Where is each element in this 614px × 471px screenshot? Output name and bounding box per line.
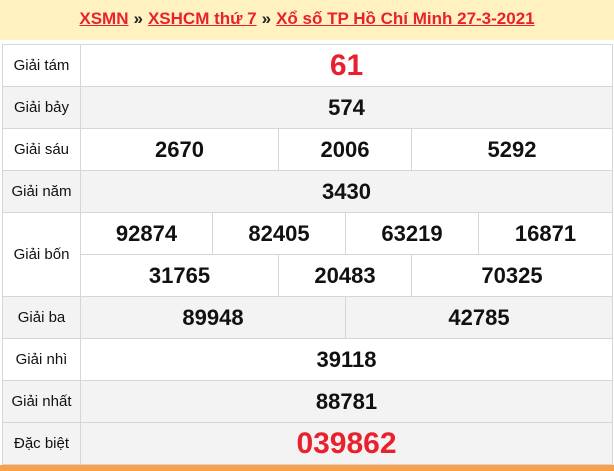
prize-label: Giải ba <box>2 296 81 339</box>
prize-value: 63219 <box>345 212 479 255</box>
prize-value: 88781 <box>80 380 613 423</box>
prize-value: 61 <box>80 44 613 87</box>
row-giai-nhat: Giải nhất 88781 <box>2 380 613 423</box>
prize-value: 92874 <box>80 212 213 255</box>
prize-value: 5292 <box>411 128 613 171</box>
prize-label: Giải nhì <box>2 338 81 381</box>
breadcrumb-separator: » <box>261 9 272 28</box>
prize-value: 2006 <box>278 128 412 171</box>
prize-value: 42785 <box>345 296 613 339</box>
prize-value: 70325 <box>411 254 613 297</box>
prize-value: 574 <box>80 86 613 129</box>
results-table: Giải tám 61 Giải bảy 574 Giải sáu 2670 2006 5… <box>2 44 613 465</box>
row-giai-bon: Giải bốn 92874 82405 63219 16871 <box>2 212 613 297</box>
row-giai-tam: Giải tám 61 <box>2 44 613 87</box>
prize-label: Giải sáu <box>2 128 81 171</box>
row-giai-sau: Giải sáu 2670 2006 5292 <box>2 128 613 171</box>
prize-label: Giải năm <box>2 170 81 213</box>
prize-value: 39118 <box>80 338 613 381</box>
prize-value: 82405 <box>212 212 346 255</box>
prize-value: 3430 <box>80 170 613 213</box>
prize-label: Giải tám <box>2 44 81 87</box>
prize-value: 31765 <box>80 254 279 297</box>
prize-value: 16871 <box>478 212 613 255</box>
row-giai-nhi: Giải nhì 39118 <box>2 338 613 381</box>
breadcrumb-link-current[interactable]: Xổ số TP Hồ Chí Minh 27-3-2021 <box>276 9 535 28</box>
row-giai-nam: Giải năm 3430 <box>2 170 613 213</box>
row-dac-biet: Đặc biệt 039862 <box>2 422 613 465</box>
prize-value: 20483 <box>278 254 412 297</box>
row-giai-bay: Giải bảy 574 <box>2 86 613 129</box>
breadcrumb: XSMN» XSHCM thứ 7» Xổ số TP Hồ Chí Minh 27… <box>0 0 614 40</box>
prize-value: 89948 <box>80 296 346 339</box>
row-giai-ba: Giải ba 89948 42785 <box>2 296 613 339</box>
row-giai-bon-2: 31765 20483 70325 <box>3 254 613 297</box>
special-prize-value: 039862 <box>80 422 613 465</box>
prize-label: Giải nhất <box>2 380 81 423</box>
prize-label: Giải bảy <box>2 86 81 129</box>
bottom-bar <box>0 465 614 471</box>
prize-value: 2670 <box>80 128 279 171</box>
breadcrumb-separator: » <box>133 9 143 28</box>
breadcrumb-link-xsmn[interactable]: XSMN <box>79 9 129 28</box>
prize-label: Đặc biệt <box>2 422 81 465</box>
prize-label: Giải bốn <box>2 212 81 297</box>
breadcrumb-link-xshcm[interactable]: XSHCM thứ 7 <box>147 9 257 28</box>
